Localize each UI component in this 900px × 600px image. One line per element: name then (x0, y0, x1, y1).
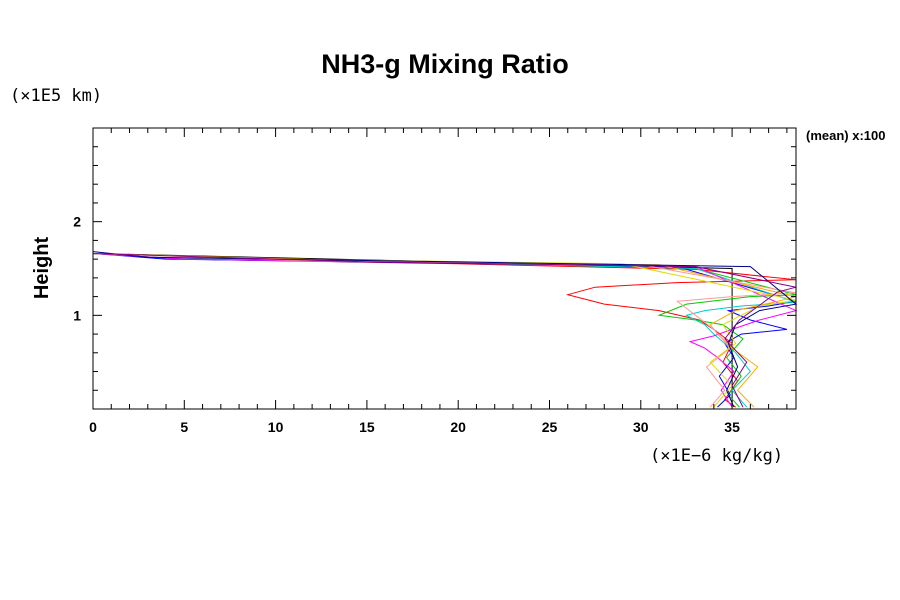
chart-title: NH3-g Mixing Ratio (321, 49, 569, 79)
series-line-orange (92, 253, 797, 408)
y-unit-label: (×1E5 km) (10, 86, 102, 106)
series-line-purple (92, 128, 797, 408)
axes-layer: 0 5 10 15 20 25 30 35 1 2 (73, 127, 797, 435)
y-axis-label: Height (31, 237, 53, 300)
x-tick-label: 5 (180, 419, 188, 435)
series-line-red (92, 253, 797, 408)
y-tick-label: 2 (73, 214, 81, 230)
x-tick-label: 0 (89, 419, 97, 435)
x-tick-label: 25 (542, 419, 558, 435)
x-tick-label: 30 (633, 419, 649, 435)
x-unit-label: (×1E−6 kg/kg) (650, 446, 783, 466)
series-line-navy (92, 251, 798, 408)
x-tick-label: 35 (724, 419, 740, 435)
series-line-green (92, 253, 797, 408)
y-tick-label: 1 (73, 307, 81, 323)
series-layer (92, 128, 798, 408)
series-line-yellow (92, 253, 797, 408)
mean-annotation: (mean) x:100 (806, 128, 885, 143)
x-tick-label: 20 (450, 419, 466, 435)
x-tick-label: 15 (359, 419, 375, 435)
series-line-blue (92, 253, 797, 408)
series-line-black (92, 253, 733, 408)
series-line-magenta (92, 253, 798, 408)
plot-frame (92, 127, 797, 410)
x-tick-label: 10 (268, 419, 284, 435)
series-line-pink (92, 253, 797, 408)
series-line-cyan (92, 253, 797, 408)
